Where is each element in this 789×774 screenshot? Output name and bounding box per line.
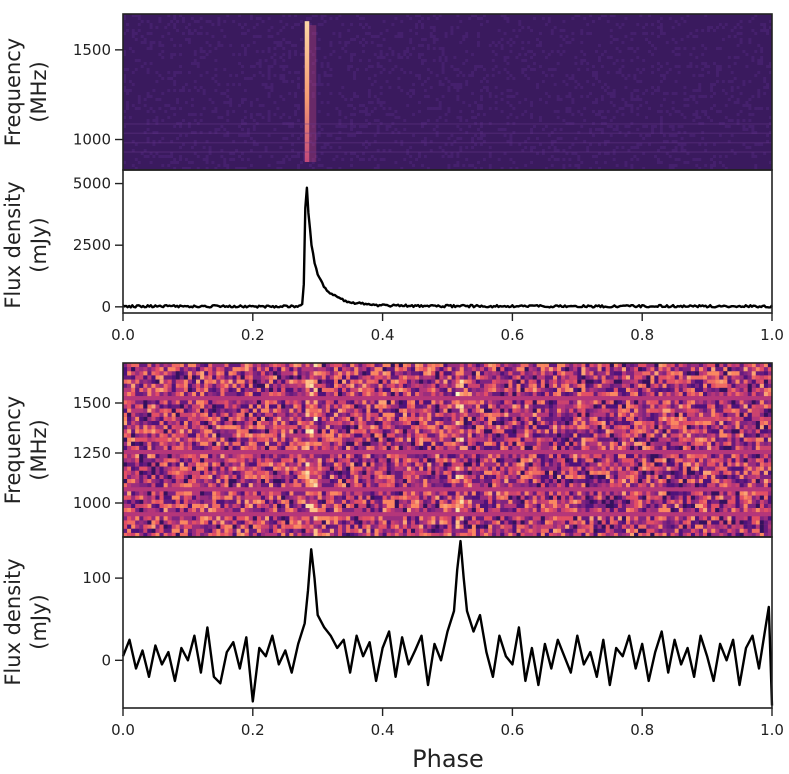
- bottom-profile-ylabel-unit: (mJy): [27, 594, 51, 649]
- bottom-profile-xtick-label: 1.0: [760, 721, 784, 739]
- top-profile-xtick-label: 0.2: [241, 326, 265, 344]
- bottom-spectrogram-ylabel-unit: (MHz): [27, 419, 51, 480]
- bottom-spectrogram-cells: [123, 363, 772, 538]
- spectrogram-layer: [123, 14, 773, 538]
- top-profile-ytick-label: 0: [101, 298, 111, 316]
- top-profile-ytick-label: 5000: [73, 175, 111, 193]
- top-profile-xtick-label: 0.8: [630, 326, 654, 344]
- top-profile-ytick-label: 2500: [73, 236, 111, 254]
- top-profile-ylabel-unit: (mJy): [27, 217, 51, 272]
- x-axis-title: Phase: [412, 745, 484, 773]
- bottom-profile-xtick-label: 0.4: [371, 721, 395, 739]
- top-spectrogram-ylabel-unit: (MHz): [27, 61, 51, 122]
- top-profile-xtick-label: 1.0: [760, 326, 784, 344]
- bottom-spectrogram-cells: [123, 363, 772, 538]
- top-spectrogram-band: [123, 132, 772, 135]
- bottom-profile-line: [121, 539, 774, 706]
- bottom-profile-xtick-label: 0.6: [500, 721, 524, 739]
- bottom-profile-ytick-label: 100: [82, 569, 111, 587]
- bottom-spectrogram-cells: [123, 363, 772, 538]
- bottom-profile-ylabel: Flux density: [1, 558, 25, 685]
- bottom-spectrogram-ylabel: Frequency: [1, 396, 25, 505]
- top-profile-ylabel: Flux density: [1, 181, 25, 308]
- top-spectrogram-ytick-label: 1000: [73, 131, 111, 149]
- bottom-spectrogram-ytick-label: 1500: [73, 394, 111, 412]
- bottom-profile-xtick-label: 0.0: [111, 721, 135, 739]
- bottom-profile-ytick-label: 0: [101, 651, 111, 669]
- top-spectrogram-noise: [123, 14, 773, 170]
- bottom-spectrogram-ytick-label: 1000: [73, 494, 111, 512]
- bottom-profile-frame: [122, 536, 773, 709]
- top-spectrogram-ytick-label: 1500: [73, 41, 111, 59]
- top-profile-frame: [122, 169, 773, 314]
- top-spectrogram-band: [123, 141, 772, 144]
- top-spectrogram-band: [123, 151, 772, 153]
- top-profile-xtick-label: 0.4: [371, 326, 395, 344]
- top-profile-line: [122, 186, 773, 309]
- bottom-profile-xtick-label: 0.8: [630, 721, 654, 739]
- top-spectrogram-band: [123, 123, 772, 125]
- top-spectrogram-pulse-tail: [309, 25, 317, 163]
- top-profile-xtick-label: 0.6: [500, 326, 524, 344]
- bottom-spectrogram-ytick-label: 1250: [73, 444, 111, 462]
- top-spectrogram-ylabel: Frequency: [1, 38, 25, 147]
- bottom-spectrogram-cells: [123, 363, 772, 538]
- top-spectrogram-pulse: [304, 21, 310, 163]
- top-profile-xtick-label: 0.0: [111, 326, 135, 344]
- bottom-profile-xtick-label: 0.2: [241, 721, 265, 739]
